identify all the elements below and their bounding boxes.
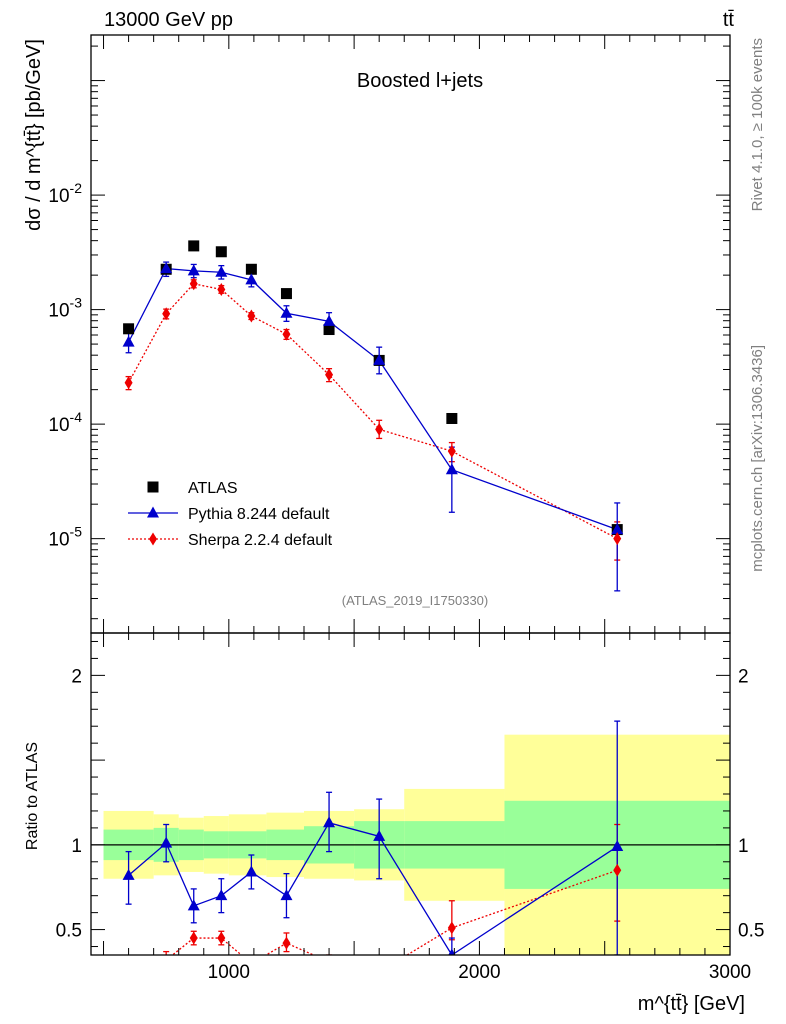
rivet-version-label: Rivet 4.1.0, ≥ 100k events xyxy=(749,38,766,211)
plot-title: Boosted l+jets xyxy=(357,70,483,92)
pythia-ratio-point xyxy=(122,868,135,880)
pythia-ratio-point xyxy=(280,889,293,901)
atlas-point xyxy=(280,288,292,300)
y-tick-label: 10-4 xyxy=(48,409,82,436)
pythia-ratio-point xyxy=(448,948,456,955)
ratio-y-tick-label-right: 1 xyxy=(738,836,749,857)
pythia-point xyxy=(160,262,173,274)
main-panel-frame xyxy=(90,34,731,634)
pythia-point xyxy=(373,353,386,365)
sherpa-ratio-point xyxy=(613,863,622,877)
legend-label: Pythia 8.244 default xyxy=(188,506,330,523)
x-tick-label: 2000 xyxy=(458,962,500,983)
atlas-point xyxy=(323,324,335,336)
legend-label: ATLAS xyxy=(188,480,238,497)
pythia-line xyxy=(128,267,618,531)
y-tick-label: 10-3 xyxy=(48,295,82,322)
pythia-point xyxy=(445,463,458,475)
legend-atlas-marker xyxy=(147,481,159,493)
x-tick-label: 1000 xyxy=(208,962,250,983)
pythia-point xyxy=(245,273,258,285)
sherpa-point xyxy=(282,327,291,341)
atlas-point xyxy=(188,240,200,252)
ratio-y-tick-label: 2 xyxy=(71,666,82,687)
sherpa-point xyxy=(613,532,622,546)
ratio-y-tick-label-right: 2 xyxy=(738,666,749,687)
pythia-point xyxy=(611,523,624,535)
sherpa-point xyxy=(124,376,133,390)
pythia-ratio-point xyxy=(323,816,336,828)
sherpa-point xyxy=(325,368,334,382)
ratio-y-axis-label: Ratio to ATLAS xyxy=(24,742,41,850)
sherpa-ratio-point xyxy=(375,965,383,978)
legend-sherpa-marker xyxy=(149,532,157,546)
sherpa-ratio-point xyxy=(217,931,226,945)
sherpa-ratio-point xyxy=(125,964,133,977)
sherpa-point xyxy=(162,307,171,321)
ratio-y-tick-label: 0.5 xyxy=(56,921,82,942)
pythia-point xyxy=(122,335,135,347)
ratio-panel: 0.5 0.5 1 1 2 2 1000 2000 3000 xyxy=(56,632,764,983)
legend-label: Sherpa 2.2.4 default xyxy=(188,532,333,549)
sherpa-point xyxy=(217,282,226,296)
pythia-ratio-point xyxy=(245,865,258,877)
pythia-ratio-point xyxy=(611,840,624,852)
atlas-point xyxy=(123,323,135,335)
atlas-point xyxy=(245,263,257,275)
mcplots-reference-label: mcplots.cern.ch [arXiv:1306.3436] xyxy=(749,345,766,572)
sherpa-ratio-point xyxy=(325,955,333,968)
x-tick-label: 3000 xyxy=(709,962,751,983)
pythia-point xyxy=(187,264,200,276)
ratio-y-tick-label-right: 0.5 xyxy=(738,921,764,942)
sherpa-point xyxy=(447,444,456,458)
x-axis-label: m^{tt̄} [GeV] xyxy=(638,993,745,1015)
pythia-ratio-point xyxy=(215,889,228,901)
atlas-point xyxy=(446,412,458,424)
sherpa-ratio-point xyxy=(189,931,198,945)
sherpa-point xyxy=(247,309,256,323)
pythia-ratio-point xyxy=(160,836,173,848)
pythia-point xyxy=(215,265,228,277)
sherpa-line xyxy=(128,283,618,540)
y-tick-label: 10-2 xyxy=(48,180,82,207)
pythia-ratio-line xyxy=(128,822,618,955)
ratio-y-tick-label: 1 xyxy=(71,836,82,857)
pythia-point xyxy=(323,314,336,326)
sherpa-ratio-point xyxy=(282,936,291,950)
pythia-ratio-point xyxy=(187,899,200,911)
atlas-point xyxy=(215,246,227,258)
sherpa-point xyxy=(189,277,198,291)
main-distribution-panel: 10-5 10-4 10-3 10-2 Boosted l+jets (ATLAS_2… xyxy=(48,34,731,634)
y-tick-label: 10-5 xyxy=(48,524,82,551)
pythia-ratio-point xyxy=(373,829,386,841)
pythia-point xyxy=(280,306,293,318)
legend-pythia-marker xyxy=(147,506,159,518)
y-axis-label: dσ / d m^{tt̄} [pb/GeV] xyxy=(23,39,45,231)
sherpa-ratio-line xyxy=(171,869,618,955)
header-process: tt̄ xyxy=(723,9,735,31)
sherpa-ratio-point xyxy=(447,921,456,935)
header-energy: 13000 GeV pp xyxy=(104,9,233,31)
sherpa-point xyxy=(375,422,384,436)
legend: ATLAS Pythia 8.244 default Sherpa 2.2.4 de… xyxy=(128,480,333,549)
analysis-id-watermark: (ATLAS_2019_I1750330) xyxy=(342,593,488,608)
